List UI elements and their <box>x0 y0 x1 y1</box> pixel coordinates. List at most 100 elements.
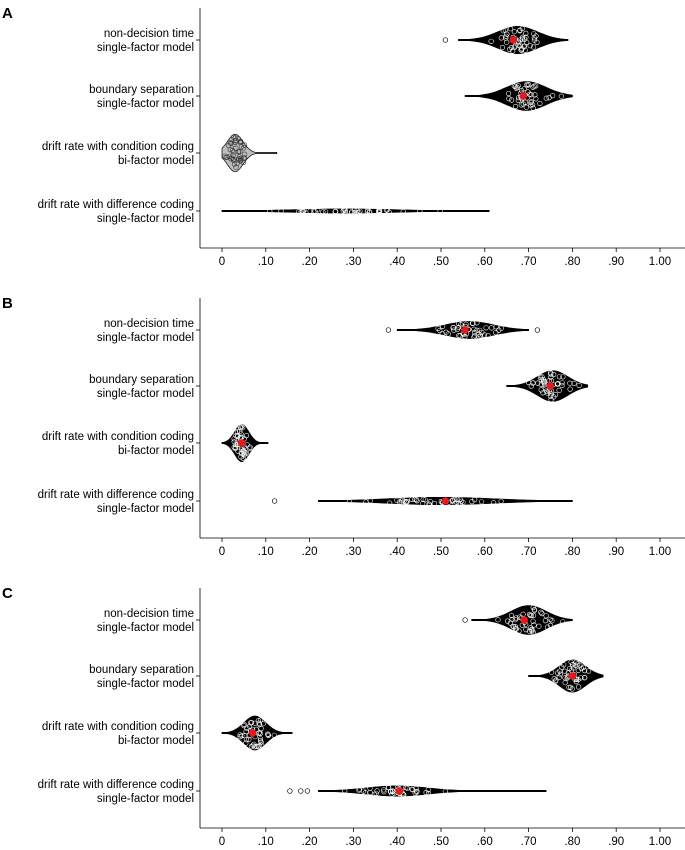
violin-row: drift rate with condition coding bi-facto… <box>42 423 269 463</box>
data-point <box>551 675 557 682</box>
data-point <box>456 333 462 339</box>
data-point <box>443 329 449 335</box>
category-label-line1: non-decision time <box>104 608 194 620</box>
data-point <box>567 684 574 691</box>
data-point <box>265 731 271 737</box>
data-point <box>414 498 420 504</box>
outlier-point <box>298 788 304 794</box>
data-point <box>499 44 506 51</box>
data-point <box>543 613 549 619</box>
data-point <box>513 85 519 91</box>
data-point <box>498 35 504 41</box>
data-point <box>234 429 240 435</box>
data-point <box>570 665 576 671</box>
data-point <box>258 717 264 723</box>
data-point <box>532 92 538 98</box>
data-point <box>241 145 247 151</box>
data-point <box>507 620 514 626</box>
data-point <box>483 325 489 331</box>
data-point <box>534 39 540 46</box>
category-label-line1: boundary separation <box>89 84 194 96</box>
data-point <box>549 618 555 624</box>
data-point <box>529 628 535 634</box>
data-point <box>504 31 510 37</box>
data-point <box>543 95 549 101</box>
data-point <box>519 34 526 40</box>
data-point <box>242 142 248 148</box>
x-tick-label: .70 <box>521 256 537 268</box>
data-point <box>548 669 555 675</box>
x-tick-label: .30 <box>345 546 361 558</box>
data-point <box>374 788 380 794</box>
data-point <box>256 730 262 736</box>
data-point <box>399 498 405 504</box>
outlier-point <box>442 37 449 43</box>
data-point <box>568 659 574 665</box>
data-point <box>442 788 448 794</box>
data-point <box>536 623 542 629</box>
panel-B: B 0 .10 .20 .30 .40 .50 .60 .70 .80 .90 1.00 non-dec… <box>2 295 685 558</box>
data-point <box>427 499 433 505</box>
data-point <box>323 209 329 215</box>
data-point <box>341 207 348 213</box>
data-point <box>349 209 355 215</box>
data-point <box>566 665 573 672</box>
data-point <box>517 28 523 34</box>
data-point <box>548 371 554 377</box>
data-point <box>503 33 509 39</box>
data-point <box>472 329 478 336</box>
data-point <box>437 208 443 214</box>
data-point <box>528 612 534 619</box>
data-point <box>527 43 533 49</box>
data-point <box>296 209 302 215</box>
data-point <box>485 333 491 339</box>
category-label-line2: single-factor model <box>97 213 194 225</box>
data-point <box>383 207 390 213</box>
data-point <box>265 732 271 738</box>
data-point <box>509 97 515 103</box>
data-point <box>477 333 484 339</box>
category-label-line2: single-factor model <box>97 98 194 110</box>
outlier-point <box>462 617 468 623</box>
data-point <box>474 320 480 326</box>
data-point <box>450 325 456 331</box>
data-point <box>562 668 568 674</box>
x-tick-label: .70 <box>521 836 537 848</box>
data-point <box>409 496 415 503</box>
category-label-line2: single-factor model <box>97 678 194 690</box>
data-point <box>533 33 539 39</box>
data-point <box>479 499 485 505</box>
mean-point <box>520 616 528 624</box>
x-tick-label: .80 <box>564 256 580 268</box>
data-point <box>514 84 520 91</box>
x-tick-label: .40 <box>389 546 405 558</box>
data-point <box>558 93 564 99</box>
data-point <box>526 611 533 618</box>
data-point <box>472 497 478 503</box>
data-point <box>235 448 241 454</box>
data-point <box>400 784 406 790</box>
x-tick-label: .30 <box>345 836 361 848</box>
data-point <box>512 103 519 110</box>
data-point <box>267 208 273 215</box>
data-point <box>518 47 525 53</box>
data-point <box>523 30 529 37</box>
data-point <box>476 334 482 340</box>
data-point <box>265 732 272 739</box>
data-point <box>541 382 548 388</box>
x-tick-label: 0 <box>219 546 225 558</box>
data-point <box>510 623 516 629</box>
x-tick-label: 0 <box>219 256 225 268</box>
mean-point <box>509 36 518 44</box>
data-point <box>237 428 243 435</box>
data-point <box>479 329 485 335</box>
data-point <box>470 320 476 326</box>
data-point <box>346 499 352 505</box>
data-point <box>356 786 363 792</box>
data-point <box>520 101 526 107</box>
x-tick-label: 0 <box>219 836 225 848</box>
data-point <box>238 425 244 431</box>
data-point <box>371 791 378 797</box>
data-point <box>237 733 243 740</box>
category-label-line1: drift rate with difference coding <box>38 779 194 791</box>
